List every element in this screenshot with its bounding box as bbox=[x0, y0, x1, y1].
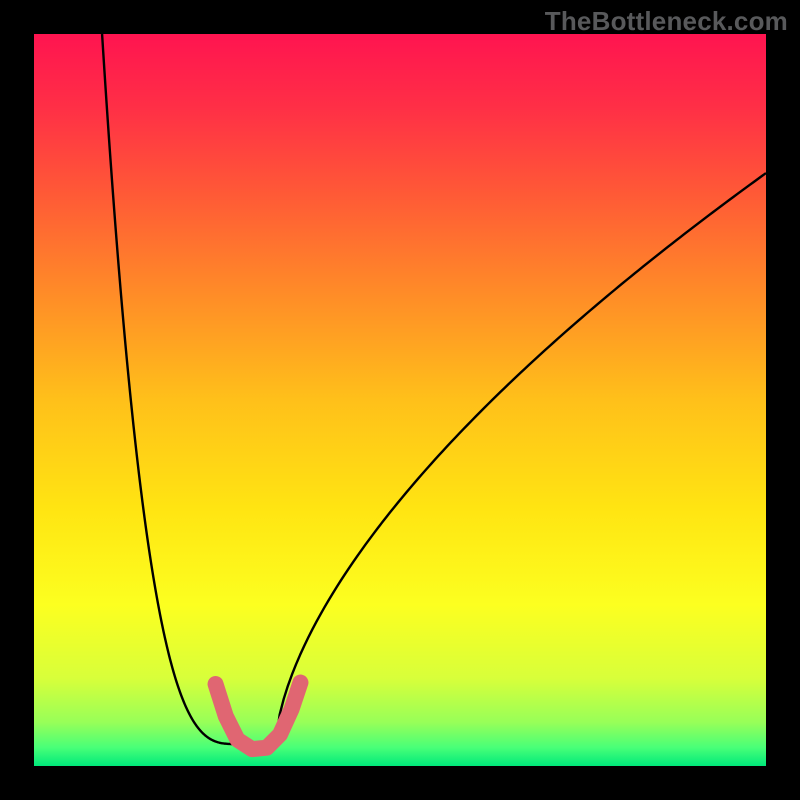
gradient-background bbox=[34, 34, 766, 766]
watermark-text: TheBottleneck.com bbox=[545, 6, 788, 37]
chart-svg bbox=[34, 34, 766, 766]
plot-area bbox=[34, 34, 766, 766]
